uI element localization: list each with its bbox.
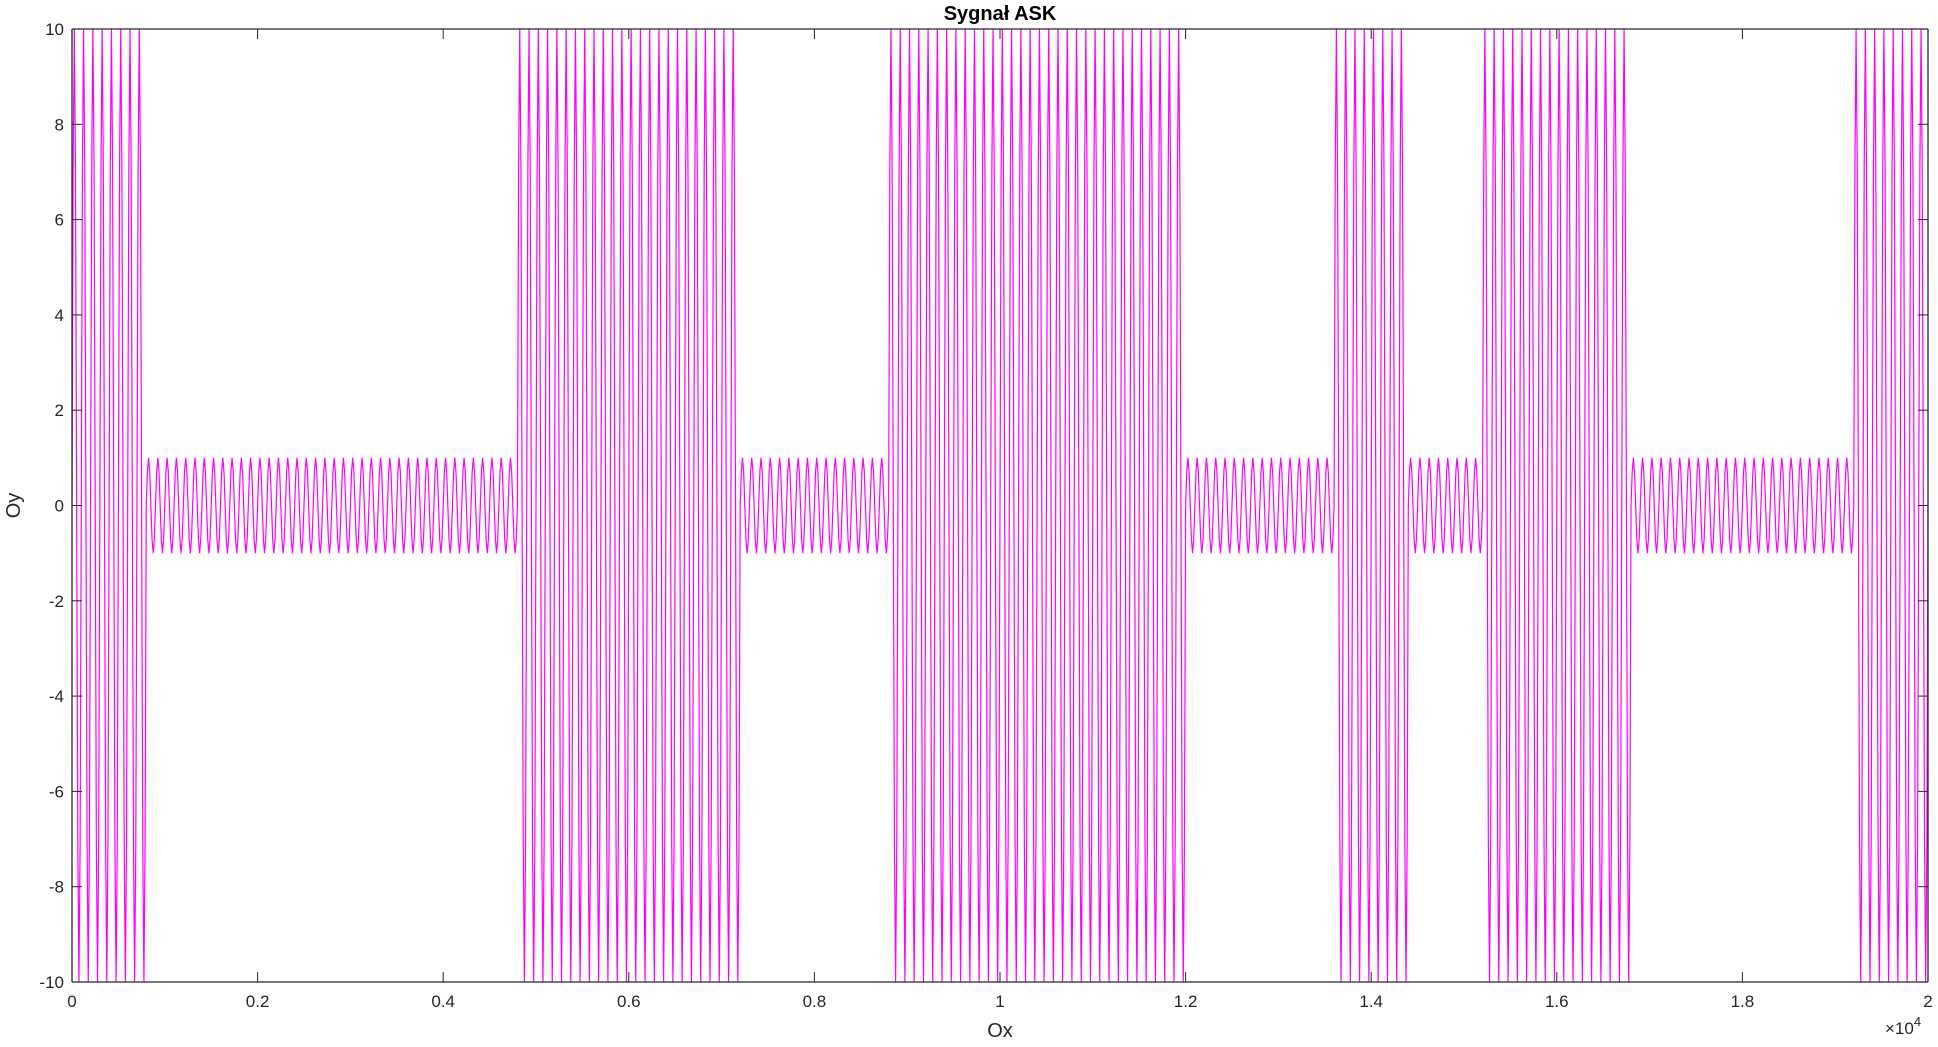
- y-tick-label: 0: [55, 497, 64, 516]
- x-tick-label: 0.6: [617, 992, 641, 1011]
- y-axis-label: Oy: [3, 493, 25, 519]
- x-tick-label: 0.2: [246, 992, 270, 1011]
- x-tick-label: 2: [1923, 992, 1932, 1011]
- y-tick-label: -2: [49, 592, 64, 611]
- x-tick-label: 0: [67, 992, 76, 1011]
- x-tick-label: 1.8: [1731, 992, 1755, 1011]
- y-tick-label: 10: [45, 20, 64, 39]
- y-tick-label: 2: [55, 401, 64, 420]
- ticks-layer: 0 0.2 0.4 0.6 0.8 1 1.2 1.4 1.6 1.8 2 -10 -8 -6 -4 -2 0 2…: [39, 20, 1932, 1011]
- x-axis-exponent: ×104: [1885, 1014, 1921, 1038]
- x-tick-label: 1.6: [1545, 992, 1569, 1011]
- x-tick-label: 0.4: [431, 992, 455, 1011]
- y-tick-label: -8: [49, 878, 64, 897]
- y-tick-label: -4: [49, 687, 64, 706]
- x-tick-label: 1: [995, 992, 1004, 1011]
- chart-title: Sygnał ASK: [944, 3, 1057, 25]
- y-tick-label: -10: [39, 973, 64, 992]
- x-tick-label: 1.2: [1174, 992, 1198, 1011]
- x-exponent-power: 4: [1914, 1014, 1921, 1029]
- x-tick-label: 1.4: [1359, 992, 1383, 1011]
- signal-layer: [72, 29, 1928, 982]
- x-axis-label: Ox: [987, 1020, 1013, 1042]
- y-tick-label: 4: [55, 306, 64, 325]
- y-tick-label: 8: [55, 115, 64, 134]
- y-tick-label: -6: [49, 782, 64, 801]
- signal-series-line: [72, 29, 1928, 982]
- x-tick-label: 0.8: [803, 992, 827, 1011]
- y-tick-label: 6: [55, 211, 64, 230]
- x-exponent-base: ×10: [1885, 1019, 1914, 1038]
